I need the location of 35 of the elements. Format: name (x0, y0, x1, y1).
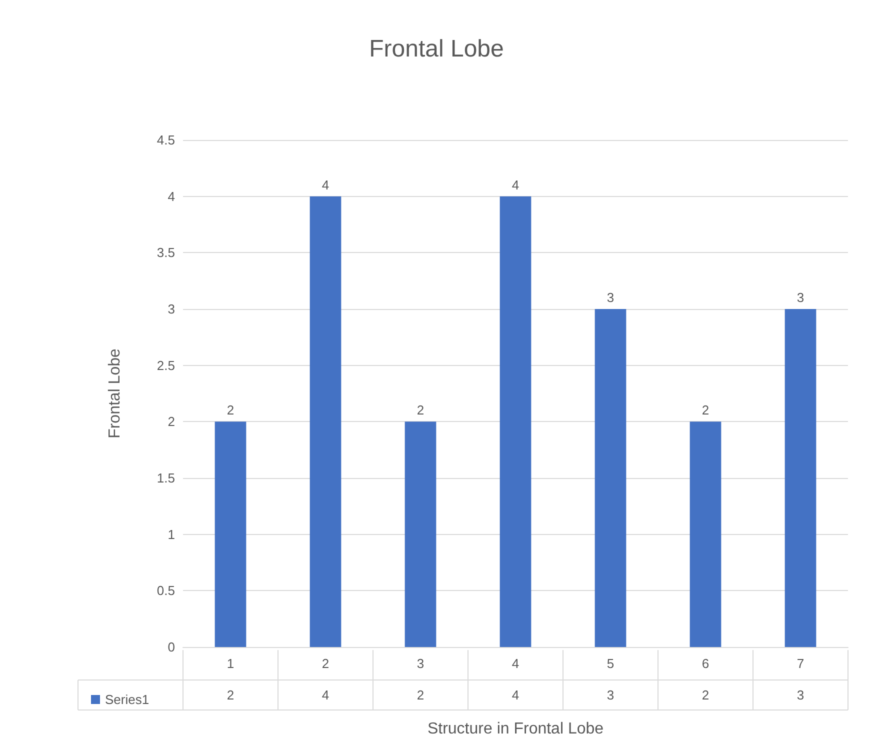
category-label: 4 (512, 177, 520, 192)
x-tick-label: 4 (512, 656, 520, 671)
y-tick-label: 2.5 (156, 358, 175, 373)
x-tick-label: 6 (702, 656, 710, 671)
y-tick-label: 3 (168, 302, 175, 316)
data-label: 4 (512, 688, 520, 702)
category-label: 2 (416, 402, 424, 418)
legend-label: Series1 (105, 692, 150, 707)
data-label: 3 (606, 688, 614, 702)
data-label: 2 (416, 688, 424, 702)
data-label: 2 (226, 688, 234, 702)
x-tick-label: 5 (606, 656, 614, 671)
chart-title: Frontal Lobe (369, 36, 504, 62)
x-tick-label: 1 (226, 656, 234, 671)
data-label: 4 (322, 688, 330, 702)
y-tick-label: 1 (168, 526, 175, 542)
data-label: 3 (796, 688, 804, 702)
y-tick-label: 3.5 (156, 245, 175, 260)
y-tick-label: 4 (168, 188, 175, 204)
x-axis-title: Structure in Frontal Lobe (427, 720, 604, 738)
y-tick-label: 0.5 (156, 583, 175, 598)
x-tick-label: 7 (796, 656, 804, 671)
category-label: 2 (226, 402, 234, 418)
y-tick-label: 0 (168, 640, 175, 654)
y-tick-label: 2 (168, 414, 175, 430)
category-label: 4 (322, 177, 330, 192)
x-tick-label: 3 (416, 656, 424, 671)
data-label: 2 (702, 688, 710, 702)
y-tick-label: 4.5 (156, 132, 175, 148)
category-label: 3 (796, 290, 804, 305)
y-tick-label: 1.5 (156, 470, 175, 486)
category-label: 3 (606, 290, 614, 305)
category-label: 2 (702, 402, 710, 418)
x-tick-label: 2 (322, 656, 330, 671)
y-axis-title: Frontal Lobe (106, 348, 124, 438)
